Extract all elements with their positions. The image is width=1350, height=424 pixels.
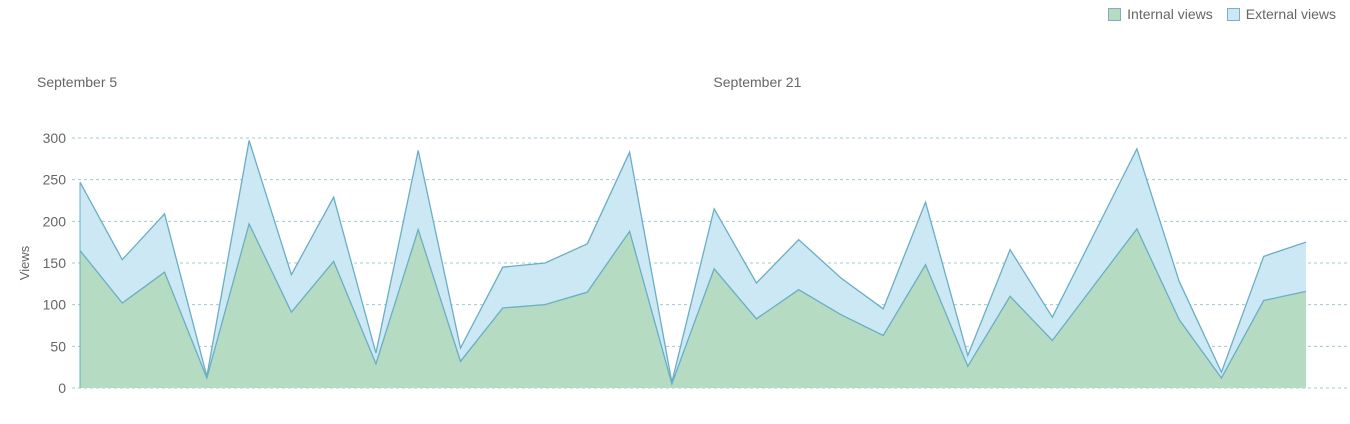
legend-swatch-external bbox=[1226, 7, 1240, 21]
legend-item-internal[interactable]: Internal views bbox=[1108, 6, 1213, 22]
line-internal-views bbox=[79, 221, 1307, 386]
y-tick-label: 50 bbox=[50, 338, 66, 354]
area-external-views bbox=[80, 140, 1306, 384]
date-label: September 5 bbox=[37, 74, 117, 90]
chart-legend: Internal views External views bbox=[1108, 6, 1336, 22]
date-label: September 21 bbox=[713, 74, 801, 90]
y-axis-label: Views bbox=[17, 245, 32, 280]
legend-label-external: External views bbox=[1245, 6, 1336, 22]
y-tick-label: 200 bbox=[43, 213, 67, 229]
area-internal-views bbox=[80, 223, 1306, 388]
legend-item-external[interactable]: External views bbox=[1226, 6, 1336, 22]
y-tick-label: 0 bbox=[58, 380, 66, 396]
legend-label-internal: Internal views bbox=[1127, 6, 1213, 22]
y-tick-label: 150 bbox=[43, 255, 67, 271]
line-external-views bbox=[79, 140, 1307, 383]
y-tick-label: 250 bbox=[43, 172, 67, 188]
legend-swatch-internal bbox=[1108, 7, 1122, 21]
y-tick-label: 100 bbox=[43, 297, 67, 313]
y-tick-label: 300 bbox=[43, 130, 67, 146]
